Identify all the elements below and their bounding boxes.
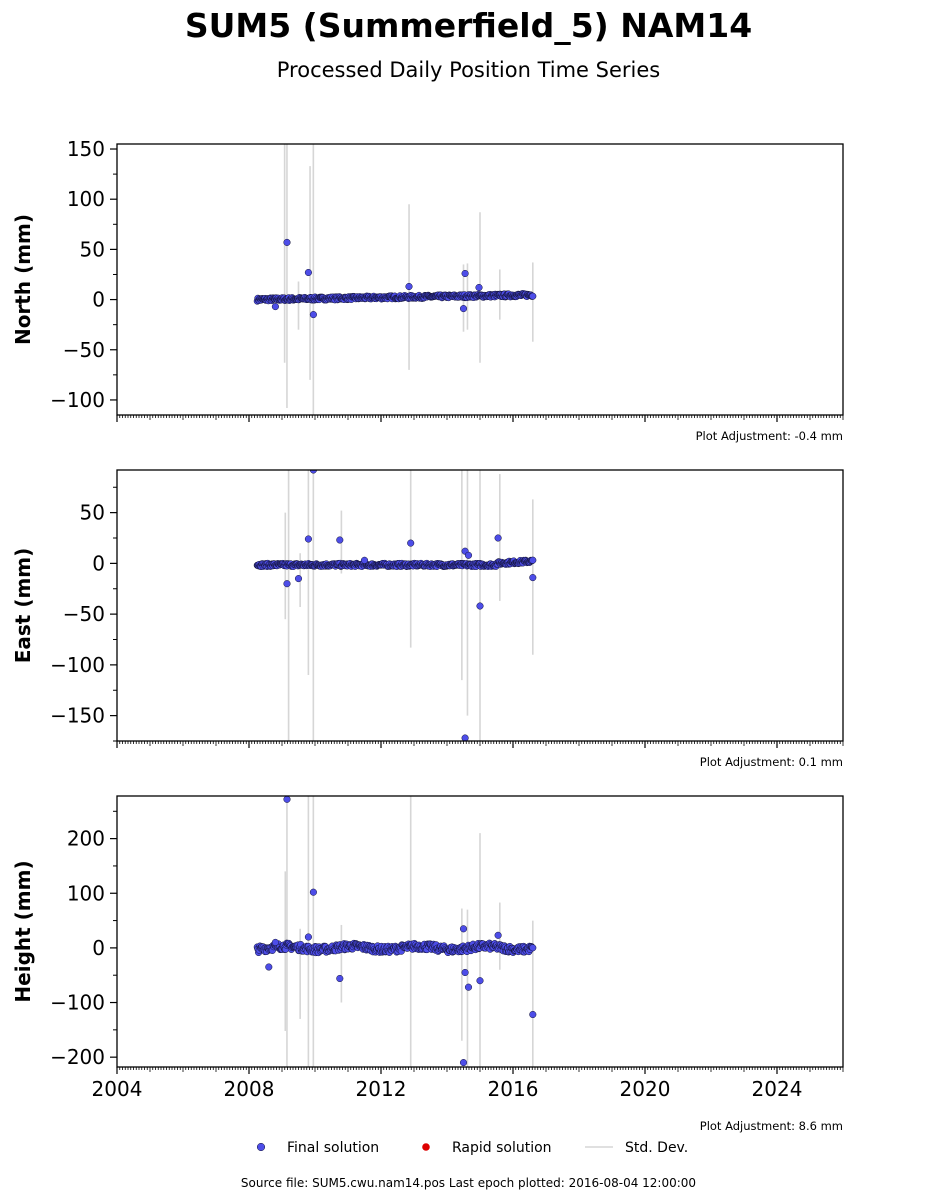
legend: Final solution Rapid solution Std. Dev. bbox=[256, 1140, 688, 1156]
final-solution-point bbox=[461, 968, 469, 977]
final-solution-point bbox=[283, 796, 291, 803]
final-solution-point bbox=[529, 574, 537, 582]
y-tick-label: −50 bbox=[63, 602, 105, 626]
final-solution-point bbox=[459, 305, 468, 313]
x-tick-label: 2020 bbox=[620, 1077, 671, 1101]
y-tick-label: 50 bbox=[80, 501, 105, 525]
final-solution-point bbox=[407, 539, 415, 547]
panel-plot-area bbox=[253, 470, 537, 741]
final-solution-point bbox=[494, 931, 502, 939]
final-solution-point bbox=[464, 983, 473, 991]
x-tick-label: 2016 bbox=[488, 1077, 539, 1101]
y-axis-label: Height (mm) bbox=[11, 860, 35, 1002]
x-tick-label: 2004 bbox=[92, 1077, 143, 1101]
final-solution-point bbox=[360, 556, 369, 564]
y-tick-label: 0 bbox=[92, 551, 105, 575]
final-solution-point bbox=[494, 534, 502, 542]
final-solution-point bbox=[459, 925, 468, 933]
y-axis-label: East (mm) bbox=[11, 548, 35, 664]
final-solution-point bbox=[304, 933, 312, 941]
final-solution-point bbox=[475, 283, 483, 292]
final-solution-point bbox=[529, 292, 537, 300]
x-tick-label: 2024 bbox=[752, 1077, 803, 1101]
plot-adjustment-note: Plot Adjustment: 0.1 mm bbox=[700, 755, 843, 769]
final-solution-point bbox=[265, 963, 273, 971]
y-tick-label: −50 bbox=[63, 338, 105, 362]
x-tick-label: 2012 bbox=[356, 1077, 407, 1101]
final-solution-point bbox=[304, 268, 312, 277]
page-subtitle: Processed Daily Position Time Series bbox=[276, 58, 661, 82]
final-solution-point bbox=[464, 551, 473, 559]
y-tick-label: 150 bbox=[67, 137, 105, 161]
panel-plot-area bbox=[253, 796, 537, 1067]
final-solution-point bbox=[283, 580, 291, 588]
y-tick-label: 50 bbox=[80, 237, 105, 261]
panel-0: 150 100 50 0 −50 −100 North (mm) Plot Adjustmen… bbox=[11, 137, 844, 443]
y-tick-label: 0 bbox=[92, 288, 105, 312]
final-solution-point bbox=[283, 238, 291, 246]
final-solution-point bbox=[529, 944, 537, 952]
final-solution-point bbox=[294, 575, 303, 583]
y-axis-label: North (mm) bbox=[11, 214, 35, 345]
final-solution-point bbox=[271, 303, 279, 311]
page-title: SUM5 (Summerfield_5) NAM14 bbox=[184, 6, 753, 45]
legend-label-final: Final solution bbox=[287, 1140, 379, 1156]
final-solution-point bbox=[529, 1010, 537, 1019]
y-tick-label: −100 bbox=[50, 653, 105, 677]
y-tick-label: 0 bbox=[92, 936, 105, 960]
final-solution-point bbox=[271, 938, 279, 946]
final-solution-point bbox=[309, 888, 317, 896]
panel-plot-area bbox=[253, 144, 537, 415]
y-tick-label: −200 bbox=[50, 1045, 105, 1069]
final-solution-point bbox=[309, 311, 317, 319]
legend-label-rapid: Rapid solution bbox=[452, 1140, 552, 1156]
final-solution-point bbox=[529, 556, 537, 564]
final-solution-point bbox=[336, 536, 344, 544]
plot-adjustment-note: Plot Adjustment: -0.4 mm bbox=[696, 429, 843, 443]
final-solution-point bbox=[336, 974, 344, 983]
legend-marker-final bbox=[256, 1142, 266, 1152]
final-solution-point bbox=[461, 734, 469, 741]
y-tick-label: 100 bbox=[67, 187, 105, 211]
final-solution-point bbox=[476, 602, 484, 610]
legend-marker-rapid bbox=[422, 1143, 430, 1151]
final-solution-point bbox=[461, 269, 469, 278]
y-tick-label: 100 bbox=[67, 881, 105, 905]
y-tick-label: 200 bbox=[67, 827, 105, 851]
plot-adjustment-note: Plot Adjustment: 8.6 mm bbox=[700, 1119, 843, 1133]
source-note: Source file: SUM5.cwu.nam14.pos Last epo… bbox=[240, 1176, 697, 1190]
y-tick-label: −150 bbox=[50, 704, 105, 728]
final-solution-point bbox=[459, 1059, 468, 1067]
panel-1: 50 0 −50 −100 −150 East (mm) Plot Adjustment: … bbox=[11, 469, 844, 769]
y-tick-label: −100 bbox=[50, 388, 105, 412]
final-solution-point bbox=[476, 977, 484, 985]
final-solution-point bbox=[405, 282, 413, 291]
final-solution-point bbox=[304, 535, 312, 543]
legend-label-stddev: Std. Dev. bbox=[625, 1140, 688, 1156]
panel-2: 200 100 0 −100 −200 2004 2008 2012 2016 2020 2024 H… bbox=[11, 795, 844, 1133]
y-tick-label: −100 bbox=[50, 991, 105, 1015]
x-tick-label: 2008 bbox=[224, 1077, 275, 1101]
